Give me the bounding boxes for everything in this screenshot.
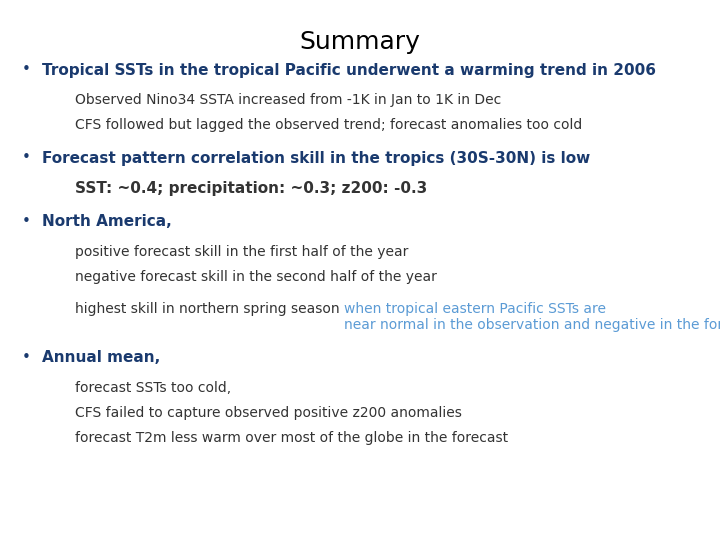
Text: •: •: [22, 63, 31, 78]
Text: negative forecast skill in the second half of the year: negative forecast skill in the second ha…: [75, 270, 437, 284]
Text: Annual mean,: Annual mean,: [42, 350, 161, 366]
Text: CFS followed but lagged the observed trend; forecast anomalies too cold: CFS followed but lagged the observed tre…: [75, 118, 582, 132]
Text: forecast T2m less warm over most of the globe in the forecast: forecast T2m less warm over most of the …: [75, 431, 508, 445]
Text: positive forecast skill in the first half of the year: positive forecast skill in the first hal…: [75, 245, 408, 259]
Text: highest skill in northern spring season: highest skill in northern spring season: [75, 302, 344, 316]
Text: when tropical eastern Pacific SSTs are
near normal in the observation and negati: when tropical eastern Pacific SSTs are n…: [344, 302, 720, 332]
Text: SST: ~0.4; precipitation: ~0.3; z200: -0.3: SST: ~0.4; precipitation: ~0.3; z200: -0…: [75, 180, 427, 195]
Text: CFS failed to capture observed positive z200 anomalies: CFS failed to capture observed positive …: [75, 406, 462, 420]
Text: •: •: [22, 214, 31, 230]
Text: Observed Nino34 SSTA increased from -1K in Jan to 1K in Dec: Observed Nino34 SSTA increased from -1K …: [75, 93, 501, 107]
Text: •: •: [22, 350, 31, 366]
Text: Forecast pattern correlation skill in the tropics (30S-30N) is low: Forecast pattern correlation skill in th…: [42, 151, 590, 165]
Text: Tropical SSTs in the tropical Pacific underwent a warming trend in 2006: Tropical SSTs in the tropical Pacific un…: [42, 63, 656, 78]
Text: Summary: Summary: [300, 30, 420, 54]
Text: North America,: North America,: [42, 214, 172, 230]
Text: •: •: [22, 151, 31, 165]
Text: forecast SSTs too cold,: forecast SSTs too cold,: [75, 381, 231, 395]
